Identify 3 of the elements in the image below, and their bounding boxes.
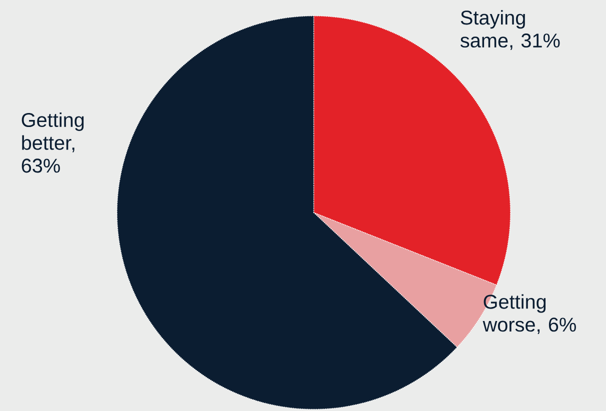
slice-label: Staying same, 31% xyxy=(460,10,560,50)
slice-label: Getting worse, 6% xyxy=(482,294,576,334)
slice-label: Getting better, 63% xyxy=(22,112,84,173)
